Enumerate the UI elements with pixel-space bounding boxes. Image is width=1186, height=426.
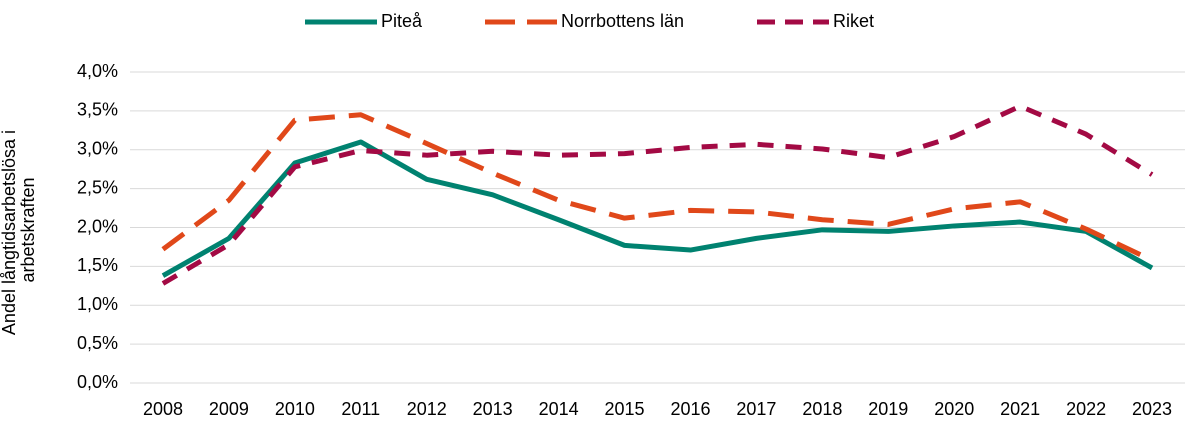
legend-label: Norrbottens län: [561, 11, 684, 31]
y-axis-title: Andel långtidsarbetslösa i arbetskraften: [0, 125, 38, 335]
data-line: [161, 112, 1154, 263]
y-tick-label: 0,0%: [77, 372, 118, 392]
x-tick-label: 2017: [736, 399, 776, 419]
data-line: [161, 103, 1154, 286]
y-axis-title-line: arbetskraften: [18, 177, 38, 282]
x-tick-label: 2011: [341, 399, 380, 419]
x-tick-label: 2013: [473, 399, 513, 419]
x-tick-label: 2016: [670, 399, 710, 419]
y-tick-label: 1,0%: [77, 294, 118, 314]
y-axis-title-line: Andel långtidsarbetslösa i: [0, 130, 19, 335]
x-tick-label: 2015: [605, 399, 645, 419]
y-tick-label: 0,5%: [77, 333, 118, 353]
y-tick-label: 2,0%: [77, 216, 118, 236]
x-tick-label: 2021: [1000, 399, 1040, 419]
x-tick-label: 2008: [143, 399, 183, 419]
x-tick-label: 2014: [539, 399, 579, 419]
x-tick-label: 2019: [868, 399, 908, 419]
x-tick-label: 2020: [934, 399, 974, 419]
x-tick-label: 2009: [209, 399, 249, 419]
y-tick-label: 4,0%: [77, 61, 118, 81]
x-tick-label: 2018: [802, 399, 842, 419]
y-tick-label: 3,5%: [77, 100, 118, 120]
legend-label: Piteå: [381, 11, 423, 31]
x-tick-label: 2023: [1132, 399, 1172, 419]
y-tick-label: 2,5%: [77, 177, 118, 197]
x-tick-label: 2010: [275, 399, 315, 419]
legend-label: Riket: [833, 11, 874, 31]
data-line: [161, 139, 1154, 278]
y-tick-label: 3,0%: [77, 139, 118, 159]
x-tick-label: 2012: [407, 399, 447, 419]
x-tick-label: 2022: [1066, 399, 1106, 419]
y-tick-label: 1,5%: [77, 255, 118, 275]
